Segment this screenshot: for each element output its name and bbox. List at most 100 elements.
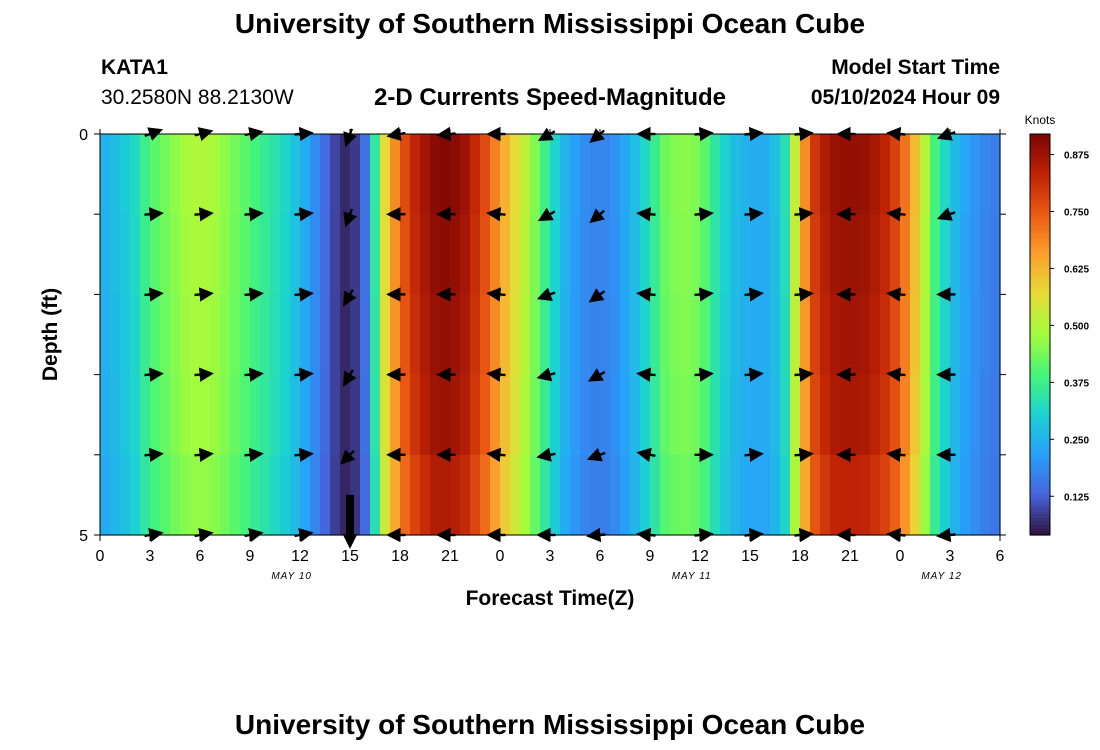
heatmap-cell — [760, 134, 771, 215]
colorbar-segment — [1030, 167, 1050, 172]
heatmap-cell — [150, 454, 161, 536]
heatmap-cell — [420, 214, 431, 295]
colorbar-segment — [1030, 260, 1050, 265]
heatmap-cell — [220, 374, 231, 456]
current-vector — [744, 447, 764, 463]
heatmap-cell — [750, 134, 761, 215]
heatmap-cell — [980, 374, 991, 456]
heatmap-cell — [250, 134, 261, 215]
heatmap-cell — [360, 214, 371, 295]
heatmap-cell — [990, 374, 1001, 456]
heatmap-cell — [920, 374, 931, 456]
heatmap-cell — [290, 214, 301, 295]
colorbar-segment — [1030, 361, 1050, 366]
colorbar-segment — [1030, 511, 1050, 516]
colorbar-segment — [1030, 321, 1050, 326]
colorbar-segment — [1030, 454, 1050, 459]
current-vector — [744, 207, 764, 222]
heatmap-cell — [490, 294, 501, 376]
heatmap-cell — [580, 454, 591, 536]
heatmap-cell — [670, 134, 681, 215]
heatmap-cell — [880, 294, 891, 376]
heatmap-cell — [570, 374, 581, 456]
heatmap-cell — [810, 294, 821, 376]
colorbar-segment — [1030, 324, 1050, 329]
colorbar-segment — [1030, 294, 1050, 299]
heatmap-cell — [650, 294, 661, 376]
heatmap-cell — [910, 214, 921, 295]
heatmap-cell — [850, 214, 861, 295]
heatmap-cell — [270, 294, 281, 376]
heatmap-cell — [980, 214, 991, 295]
heatmap-cell — [340, 374, 351, 456]
colorbar-segment — [1030, 508, 1050, 513]
current-vector — [694, 287, 714, 302]
heatmap-cell — [850, 454, 861, 536]
colorbar-segment — [1030, 224, 1050, 229]
colorbar-segment — [1030, 448, 1050, 453]
heatmap-cell — [170, 214, 181, 295]
colorbar-segment — [1030, 464, 1050, 469]
colorbar-segment — [1030, 411, 1050, 416]
colorbar-segment — [1030, 334, 1050, 339]
heatmap-cell — [800, 374, 811, 456]
heatmap-cell — [510, 134, 521, 215]
heatmap-cell — [670, 374, 681, 456]
heatmap-cell — [540, 134, 551, 215]
heatmap-cell — [990, 134, 1001, 215]
heatmap-cell — [840, 134, 851, 215]
heatmap-cell — [520, 134, 531, 215]
colorbar-segment — [1030, 147, 1050, 152]
heatmap-cell — [360, 454, 371, 536]
heatmap-cell — [440, 134, 451, 215]
colorbar-segment — [1030, 134, 1050, 138]
heatmap-cell — [720, 214, 731, 295]
heatmap-cell — [860, 214, 871, 295]
heatmap-cell — [850, 294, 861, 376]
heatmap-cell — [780, 454, 791, 536]
heatmap-cell — [680, 214, 691, 295]
heatmap-cell — [360, 294, 371, 376]
heatmap-cell — [280, 134, 291, 215]
heatmap-cell — [520, 294, 531, 376]
heatmap-cell — [900, 374, 911, 456]
colorbar-segment — [1030, 347, 1050, 352]
current-vector — [244, 447, 264, 463]
current-vector — [536, 367, 556, 382]
heatmap-cell — [720, 374, 731, 456]
footer-title: University of Southern Mississippi Ocean… — [234, 709, 866, 740]
heatmap-cell — [580, 294, 591, 376]
speed-bar — [346, 494, 354, 535]
current-vector — [586, 447, 606, 462]
x-tick-label: 15 — [741, 548, 759, 565]
heatmap-cell — [140, 374, 151, 456]
x-tick-label: 12 — [691, 548, 709, 565]
heatmap-cell — [710, 294, 721, 376]
current-vector — [589, 208, 606, 224]
heatmap-cell — [340, 134, 351, 215]
heatmap-cell — [710, 134, 721, 215]
heatmap-cell — [880, 214, 891, 295]
heatmap-cell — [550, 454, 561, 536]
heatmap-cell — [380, 454, 391, 536]
colorbar-segment — [1030, 227, 1050, 232]
heatmap-cell — [980, 134, 991, 215]
current-vector — [794, 287, 814, 302]
heatmap-cell — [500, 294, 511, 376]
heatmap-cell — [100, 294, 111, 376]
colorbar-segment — [1030, 291, 1050, 295]
colorbar-tick-label: 0.750 — [1064, 207, 1089, 218]
heatmap-cell — [390, 374, 401, 456]
heatmap-cell — [490, 214, 501, 295]
x-tick-label: 6 — [996, 548, 1005, 565]
heatmap-cell — [430, 374, 441, 456]
current-vector — [343, 369, 357, 387]
heatmap-cell — [310, 374, 321, 456]
colorbar-segment — [1030, 391, 1050, 396]
heatmap-cell — [210, 374, 221, 456]
heatmap-cell — [270, 214, 281, 295]
colorbar-segment — [1030, 197, 1050, 202]
heatmap-cell — [870, 454, 881, 536]
heatmap-cell — [560, 214, 571, 295]
colorbar-segment — [1030, 250, 1050, 255]
